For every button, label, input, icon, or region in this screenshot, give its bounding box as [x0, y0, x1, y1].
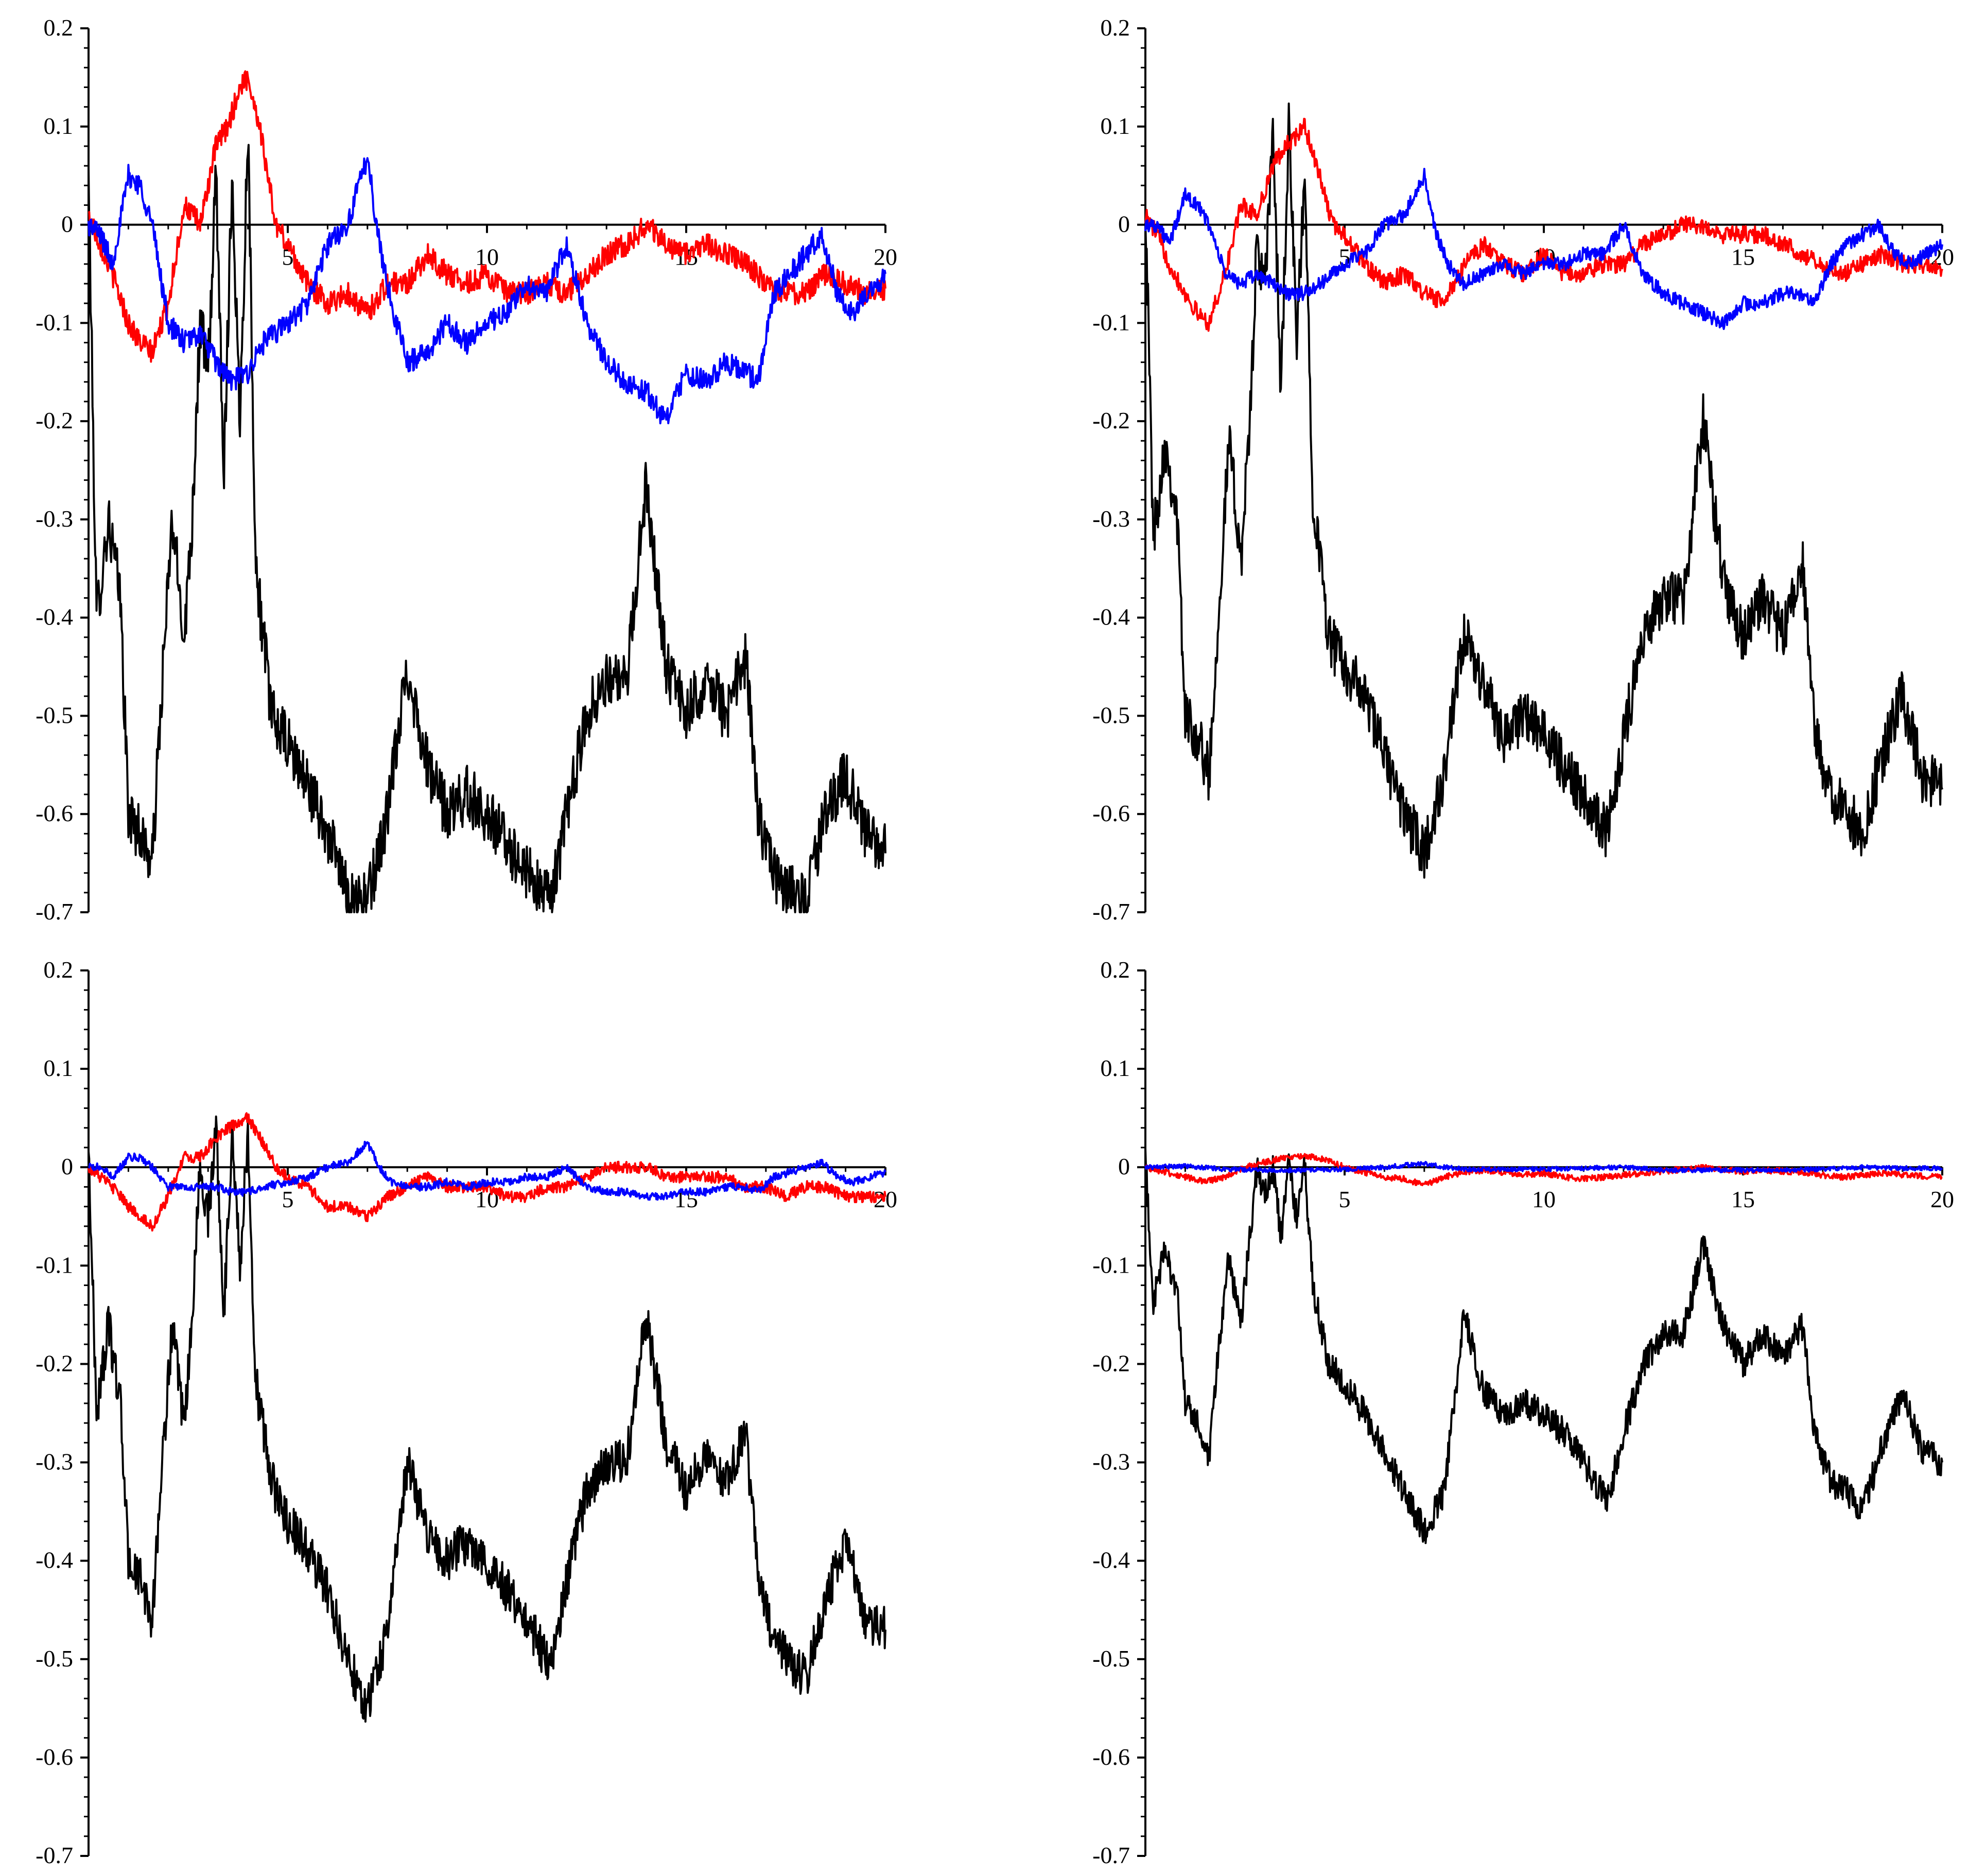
chart-panel-top-right: 0.20.10-0.1-0.2-0.3-0.4-0.5-0.6-0.75 10 15… [1092, 14, 1954, 925]
y-tick-label: 0.2 [1101, 957, 1130, 983]
series-line [1144, 168, 1943, 330]
y-tick-label: -0.4 [36, 1547, 73, 1573]
series-line [88, 70, 886, 363]
y-tick-label: -0.4 [36, 604, 73, 630]
y-tick-label: -0.7 [1092, 1842, 1130, 1868]
x-tick-label: 15 [1731, 244, 1755, 270]
chart-panel-bottom-right: 0.2 0.1 0 -0.1 -0.2 -0.3 -0.4 -0.5 -0.6 -0.7 5 10 15… [1092, 957, 1954, 1868]
y-tick-label: -0.3 [36, 1449, 73, 1475]
x-tick-label: 20 [874, 1186, 897, 1212]
x-tick-label: 5 [1339, 1186, 1351, 1212]
series-line [1144, 1161, 1943, 1174]
series-line [1145, 1153, 1943, 1187]
x-tick-label: 20 [1930, 1186, 1954, 1212]
y-tick-label: -0.2 [36, 407, 73, 433]
y-tick-label: -0.6 [1092, 1744, 1130, 1770]
series-line [1144, 1148, 1943, 1544]
x-tick-label: 10 [1532, 1186, 1556, 1212]
series-line [1144, 102, 1943, 879]
y-tick-label: -0.1 [36, 1252, 73, 1278]
y-tick-label: -0.1 [36, 309, 73, 335]
y-tick-label: -0.2 [1092, 1350, 1130, 1376]
y-tick-label: -0.7 [36, 898, 73, 925]
y-tick-label: -0.3 [36, 506, 73, 532]
y-tick-label: -0.6 [36, 1744, 73, 1770]
x-tick-label: 15 [1731, 1186, 1755, 1212]
y-tick-label: -0.6 [1092, 800, 1130, 826]
y-tick-label: 0 [61, 211, 73, 237]
y-tick-label: 0 [1118, 1153, 1130, 1179]
y-tick-label: -0.2 [36, 1350, 73, 1376]
y-tick-label: 0.1 [44, 1055, 74, 1081]
y-tick-label: -0.3 [1092, 1449, 1130, 1475]
series-line [88, 144, 886, 913]
y-tick-label: 0.2 [44, 14, 74, 41]
y-tick-label: -0.7 [1092, 898, 1130, 925]
y-tick-label: 0.2 [44, 957, 74, 983]
y-tick-label: -0.5 [36, 702, 73, 728]
y-tick-label: 0.1 [1101, 113, 1130, 139]
y-tick-label: -0.1 [1092, 309, 1130, 335]
y-tick-label: 0 [1118, 211, 1130, 237]
x-tick-label: 5 [282, 1186, 294, 1212]
y-tick-label: 0.2 [1101, 14, 1130, 41]
y-tick-label: 0.1 [1101, 1055, 1130, 1081]
y-tick-label: -0.2 [1092, 407, 1130, 433]
x-tick-label: 10 [475, 244, 499, 270]
chart-panel-bottom-left: 0.20.10-0.1-0.2-0.3-0.4-0.5-0.6-0.75 10 15… [36, 957, 897, 1868]
y-tick-label: -0.5 [1092, 702, 1130, 728]
y-tick-label: -0.7 [36, 1842, 73, 1868]
y-tick-label: 0.1 [44, 113, 74, 139]
y-tick-label: -0.4 [1092, 604, 1130, 630]
y-tick-label: -0.3 [1092, 506, 1130, 532]
x-tick-label: 20 [874, 244, 897, 270]
y-tick-label: -0.5 [1092, 1645, 1130, 1672]
y-tick-label: -0.4 [1092, 1547, 1130, 1573]
y-tick-label: -0.1 [1092, 1252, 1130, 1278]
chart-panel-top-left: 0.20.10-0.1-0.2-0.3-0.4-0.5-0.6-0.75 10 15… [36, 14, 897, 925]
series-line [88, 157, 886, 425]
series-line [88, 1112, 886, 1232]
y-tick-label: -0.6 [36, 800, 73, 826]
series-line [88, 1140, 886, 1201]
y-tick-label: -0.5 [36, 1645, 73, 1672]
y-tick-label: 0 [61, 1153, 73, 1179]
series-line [88, 1115, 886, 1723]
